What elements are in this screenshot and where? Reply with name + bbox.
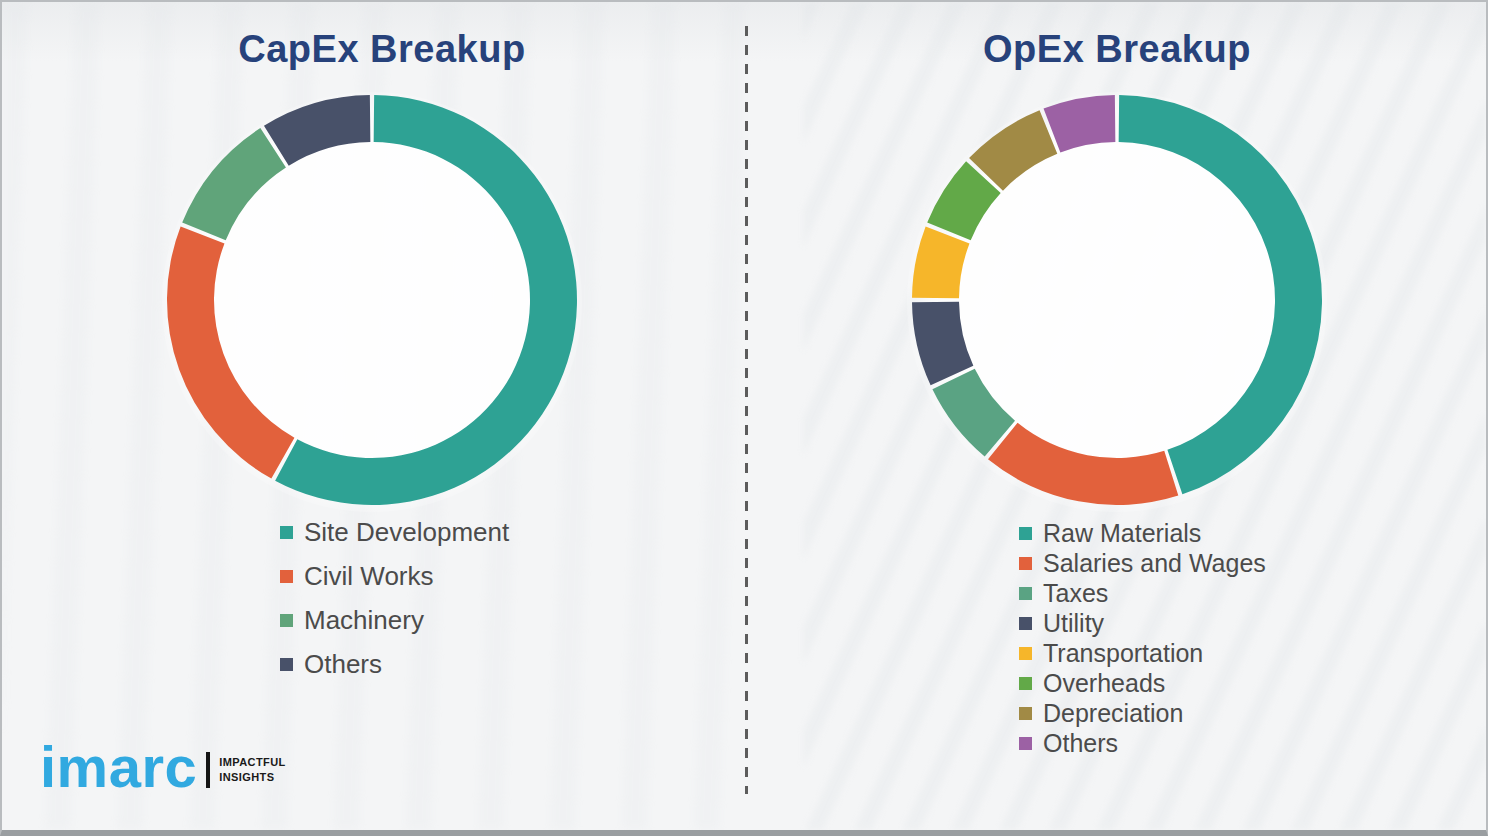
legend-swatch (280, 614, 293, 627)
logo-tagline-line1: IMPACTFUL (219, 755, 285, 770)
donut-segment (275, 95, 577, 505)
legend-swatch (1019, 527, 1032, 540)
legend-label: Overheads (1043, 669, 1165, 698)
legend-item: Utility (1019, 608, 1266, 638)
legend-item: Others (1019, 728, 1266, 758)
opex-legend: Raw MaterialsSalaries and WagesTaxesUtil… (1019, 518, 1266, 758)
legend-swatch (280, 526, 293, 539)
infographic-canvas: CapEx Breakup OpEx Breakup Site Developm… (0, 0, 1488, 836)
legend-label: Civil Works (304, 561, 434, 592)
legend-item: Overheads (1019, 668, 1266, 698)
legend-item: Depreciation (1019, 698, 1266, 728)
donut-segment (1119, 95, 1322, 494)
legend-label: Taxes (1043, 579, 1108, 608)
donut-segment (182, 128, 286, 240)
logo-divider-bar (206, 752, 210, 788)
legend-item: Civil Works (280, 554, 509, 598)
imarc-wordmark: imarc (40, 738, 197, 796)
legend-label: Others (304, 649, 382, 680)
capex-donut-chart (167, 95, 577, 505)
legend-label: Machinery (304, 605, 424, 636)
capex-legend: Site Development Civil Works Machinery Othe… (280, 510, 509, 686)
legend-item: Salaries and Wages (1019, 548, 1266, 578)
legend-label: Salaries and Wages (1043, 549, 1266, 578)
legend-item: Machinery (280, 598, 509, 642)
imarc-logo: imarc IMPACTFUL INSIGHTS (40, 738, 286, 796)
legend-swatch (1019, 587, 1032, 600)
opex-chart-title: OpEx Breakup (932, 28, 1302, 71)
dashed-divider-line (745, 26, 748, 794)
legend-item: Others (280, 642, 509, 686)
legend-swatch (1019, 617, 1032, 630)
legend-item: Taxes (1019, 578, 1266, 608)
legend-label: Others (1043, 729, 1118, 758)
legend-swatch (1019, 737, 1032, 750)
legend-swatch (1019, 647, 1032, 660)
legend-swatch (1019, 707, 1032, 720)
donut-segment (912, 227, 969, 299)
legend-label: Utility (1043, 609, 1104, 638)
legend-swatch (1019, 557, 1032, 570)
donut-segment (1044, 95, 1116, 152)
legend-swatch (280, 658, 293, 671)
legend-label: Site Development (304, 517, 509, 548)
legend-item: Site Development (280, 510, 509, 554)
legend-label: Depreciation (1043, 699, 1183, 728)
opex-donut-chart (912, 95, 1322, 505)
legend-item: Raw Materials (1019, 518, 1266, 548)
donut-segment (264, 95, 370, 166)
logo-tagline-line2: INSIGHTS (219, 770, 285, 785)
legend-label: Raw Materials (1043, 519, 1201, 548)
donut-segment (912, 302, 973, 386)
legend-label: Transportation (1043, 639, 1203, 668)
legend-swatch (280, 570, 293, 583)
logo-tagline: IMPACTFUL INSIGHTS (219, 755, 285, 785)
legend-item: Transportation (1019, 638, 1266, 668)
legend-swatch (1019, 677, 1032, 690)
donut-segment (167, 227, 294, 479)
capex-chart-title: CapEx Breakup (202, 28, 562, 71)
donut-segment (988, 423, 1178, 505)
